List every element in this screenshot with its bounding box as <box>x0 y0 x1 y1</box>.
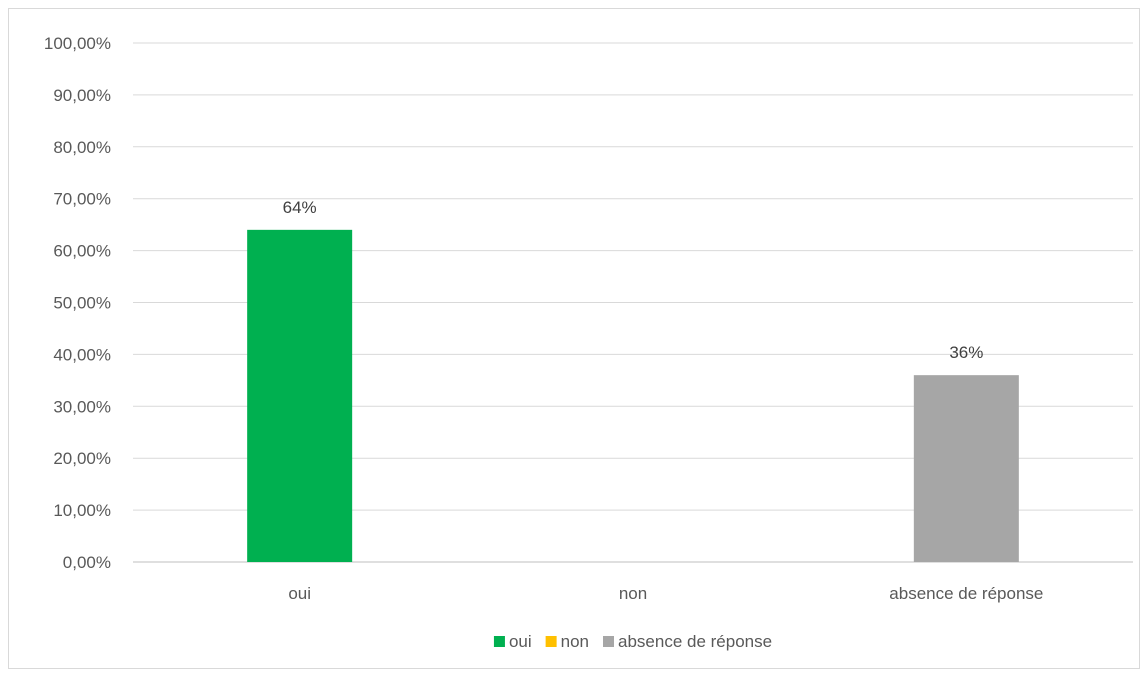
bar-1 <box>247 229 353 562</box>
legend: oui non absence de réponse <box>493 632 772 651</box>
data-label: 64% <box>283 198 317 217</box>
x-axis: oui non absence de réponse <box>288 584 1043 603</box>
y-tick-label: 90,00% <box>53 86 111 105</box>
x-category-label: non <box>619 584 647 603</box>
y-axis: 0,00% 10,00% 20,00% 30,00% 40,00% 50,00% 60,00… <box>44 34 111 572</box>
y-tick-label: 80,00% <box>53 138 111 157</box>
y-tick-label: 0,00% <box>63 553 111 572</box>
y-tick-label: 10,00% <box>53 501 111 520</box>
x-category-label: oui <box>288 584 311 603</box>
y-tick-label: 50,00% <box>53 294 111 313</box>
legend-entry-label: oui <box>509 632 532 651</box>
legend-entry-label: non <box>561 632 589 651</box>
y-tick-label: 20,00% <box>53 449 111 468</box>
bar-3 <box>913 375 1019 562</box>
y-tick-label: 40,00% <box>53 345 111 364</box>
y-tick-label: 100,00% <box>44 34 111 53</box>
legend-swatch <box>493 636 505 647</box>
legend-swatch <box>545 636 557 647</box>
y-tick-label: 60,00% <box>53 242 111 261</box>
legend-entry-label: absence de réponse <box>618 632 772 651</box>
bars: 64% 36% <box>247 198 1019 562</box>
bar-chart: 0,00% 10,00% 20,00% 30,00% 40,00% 50,00% 60,00… <box>44 34 1133 651</box>
y-tick-label: 70,00% <box>53 190 111 209</box>
legend-swatch <box>603 636 614 647</box>
x-category-label: absence de réponse <box>889 584 1043 603</box>
data-label: 36% <box>949 343 983 362</box>
y-tick-label: 30,00% <box>53 397 111 416</box>
chart-frame: 0,00% 10,00% 20,00% 30,00% 40,00% 50,00% 60,00… <box>8 8 1140 669</box>
